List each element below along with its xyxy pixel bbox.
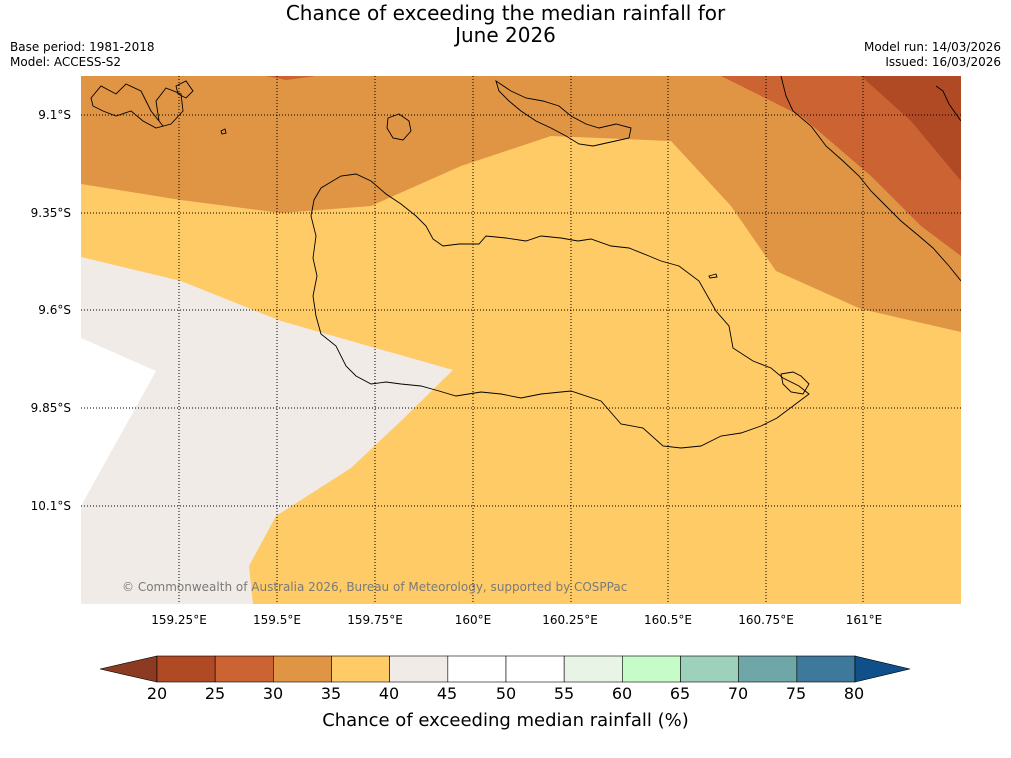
zone-45-50 [81, 338, 156, 506]
colorbar-tick: 55 [553, 684, 575, 703]
lat-label: 10.1°S [30, 499, 71, 513]
lat-label: 9.1°S [38, 108, 71, 122]
lon-label: 160°E [454, 613, 492, 627]
lon-label: 160.25°E [542, 613, 598, 627]
zone-30-35 [81, 76, 961, 332]
colorbar-tick: 80 [843, 684, 865, 703]
colorbar-cell [214, 655, 274, 683]
lon-label: 160.5°E [644, 613, 692, 627]
lon-label: 159.25°E [151, 613, 207, 627]
colorbar [99, 655, 911, 683]
colorbar-cell [680, 655, 739, 683]
base-period: Base period: 1981-2018 [10, 40, 155, 54]
colorbar-cell [273, 655, 332, 683]
lat-label: 9.85°S [30, 401, 71, 415]
colorbar-over-arrow [854, 655, 911, 683]
colorbar-tick: 45 [436, 684, 458, 703]
ne-coast-2 [935, 85, 961, 122]
north-islet [386, 113, 412, 141]
colorbar-cell [796, 655, 856, 683]
colorbar-cell [389, 655, 449, 683]
colorbar-title: Chance of exceeding median rainfall (%) [322, 710, 689, 731]
lat-label: 9.35°S [30, 206, 71, 220]
colorbar-cell [331, 655, 390, 683]
colorbar-tick: 40 [378, 684, 400, 703]
north-central-islands [495, 79, 632, 147]
colorbar-cell [156, 655, 216, 683]
lon-label: 159.5°E [253, 613, 301, 627]
lon-label: 159.75°E [347, 613, 403, 627]
colorbar-tick: 50 [495, 684, 517, 703]
nw-islands [90, 83, 184, 129]
colorbar-cell [447, 655, 507, 683]
issued-date: Issued: 16/03/2026 [885, 55, 1001, 69]
colorbar-cells [156, 655, 856, 683]
lon-label: 161°E [845, 613, 883, 627]
nw-islands-2 [175, 80, 194, 99]
colorbar-tick: 35 [320, 684, 342, 703]
colorbar-tick: 30 [262, 684, 284, 703]
coastline [90, 76, 961, 449]
colorbar-cell [738, 655, 798, 683]
colorbar-tick: 75 [785, 684, 807, 703]
zone-25-30 [721, 76, 961, 256]
small-dot-islet [708, 273, 718, 279]
model-name: Model: ACCESS-S2 [10, 55, 122, 69]
rainfall-map [81, 76, 961, 604]
ne-coast [780, 76, 961, 282]
colorbar-tick: 60 [611, 684, 633, 703]
colorbar-cell [505, 655, 565, 683]
zone-20-25 [861, 76, 961, 181]
colorbar-tick: 20 [146, 684, 168, 703]
small-dot-islet-2 [220, 128, 227, 135]
colorbar-tick: 70 [727, 684, 749, 703]
eastern-islet [780, 371, 810, 395]
graticule [81, 76, 961, 604]
meta-left: Base period: 1981-2018 Model: ACCESS-S2 [10, 40, 155, 70]
colorbar-tick: 65 [669, 684, 691, 703]
colorbar-cell [622, 655, 681, 683]
colorbar-under-arrow [99, 655, 158, 683]
copyright-notice: © Commonwealth of Australia 2026, Bureau… [122, 580, 628, 594]
zone-40-45 [81, 257, 453, 604]
colorbar-cell [563, 655, 623, 683]
lon-label: 160.75°E [738, 613, 794, 627]
lat-label: 9.6°S [38, 303, 71, 317]
map-title-line2: June 2026 [455, 23, 556, 47]
map-title-line1: Chance of exceeding the median rainfall … [285, 1, 726, 25]
zone-25-30-small [266, 76, 316, 80]
meta-right: Model run: 14/03/2026 Issued: 16/03/2026 [864, 40, 1001, 70]
main-island-coast [310, 173, 810, 449]
model-run: Model run: 14/03/2026 [863, 40, 1001, 54]
colorbar-tick: 25 [204, 684, 226, 703]
map-canvas [81, 76, 961, 604]
